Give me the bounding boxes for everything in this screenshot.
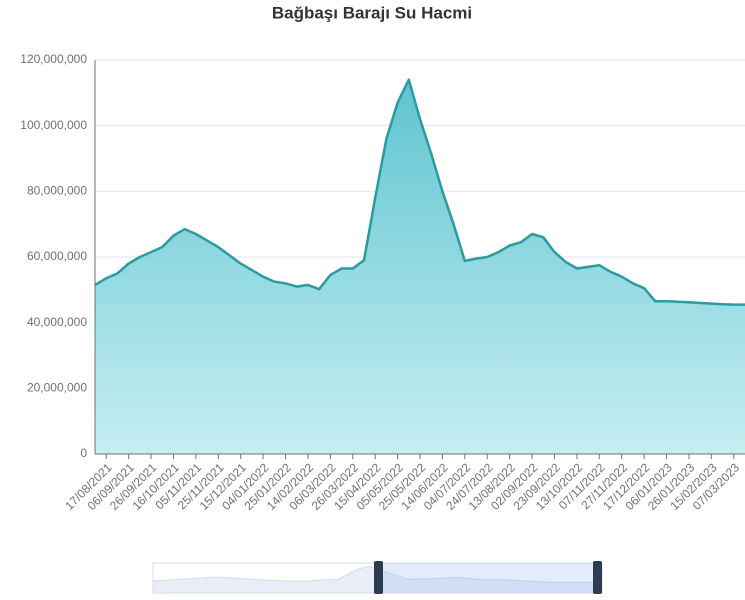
series-line: [94, 78, 745, 306]
chart-title: Bağbaşı Barajı Su Hacmi: [272, 3, 472, 22]
zoom-handle-right[interactable]: [593, 561, 602, 594]
y-tick-label: 100,000,000: [20, 118, 87, 132]
zoom-window[interactable]: [378, 563, 597, 593]
y-tick-label: 80,000,000: [27, 184, 87, 198]
y-tick-label: 20,000,000: [27, 381, 87, 395]
y-tick-label: 120,000,000: [20, 52, 87, 66]
y-tick-label: 0: [80, 446, 87, 460]
zoom-handle-left[interactable]: [374, 561, 383, 594]
y-tick-label: 60,000,000: [27, 249, 87, 263]
data-zoom[interactable]: [152, 561, 603, 594]
area-fill: [95, 79, 745, 454]
y-tick-label: 40,000,000: [27, 315, 87, 329]
